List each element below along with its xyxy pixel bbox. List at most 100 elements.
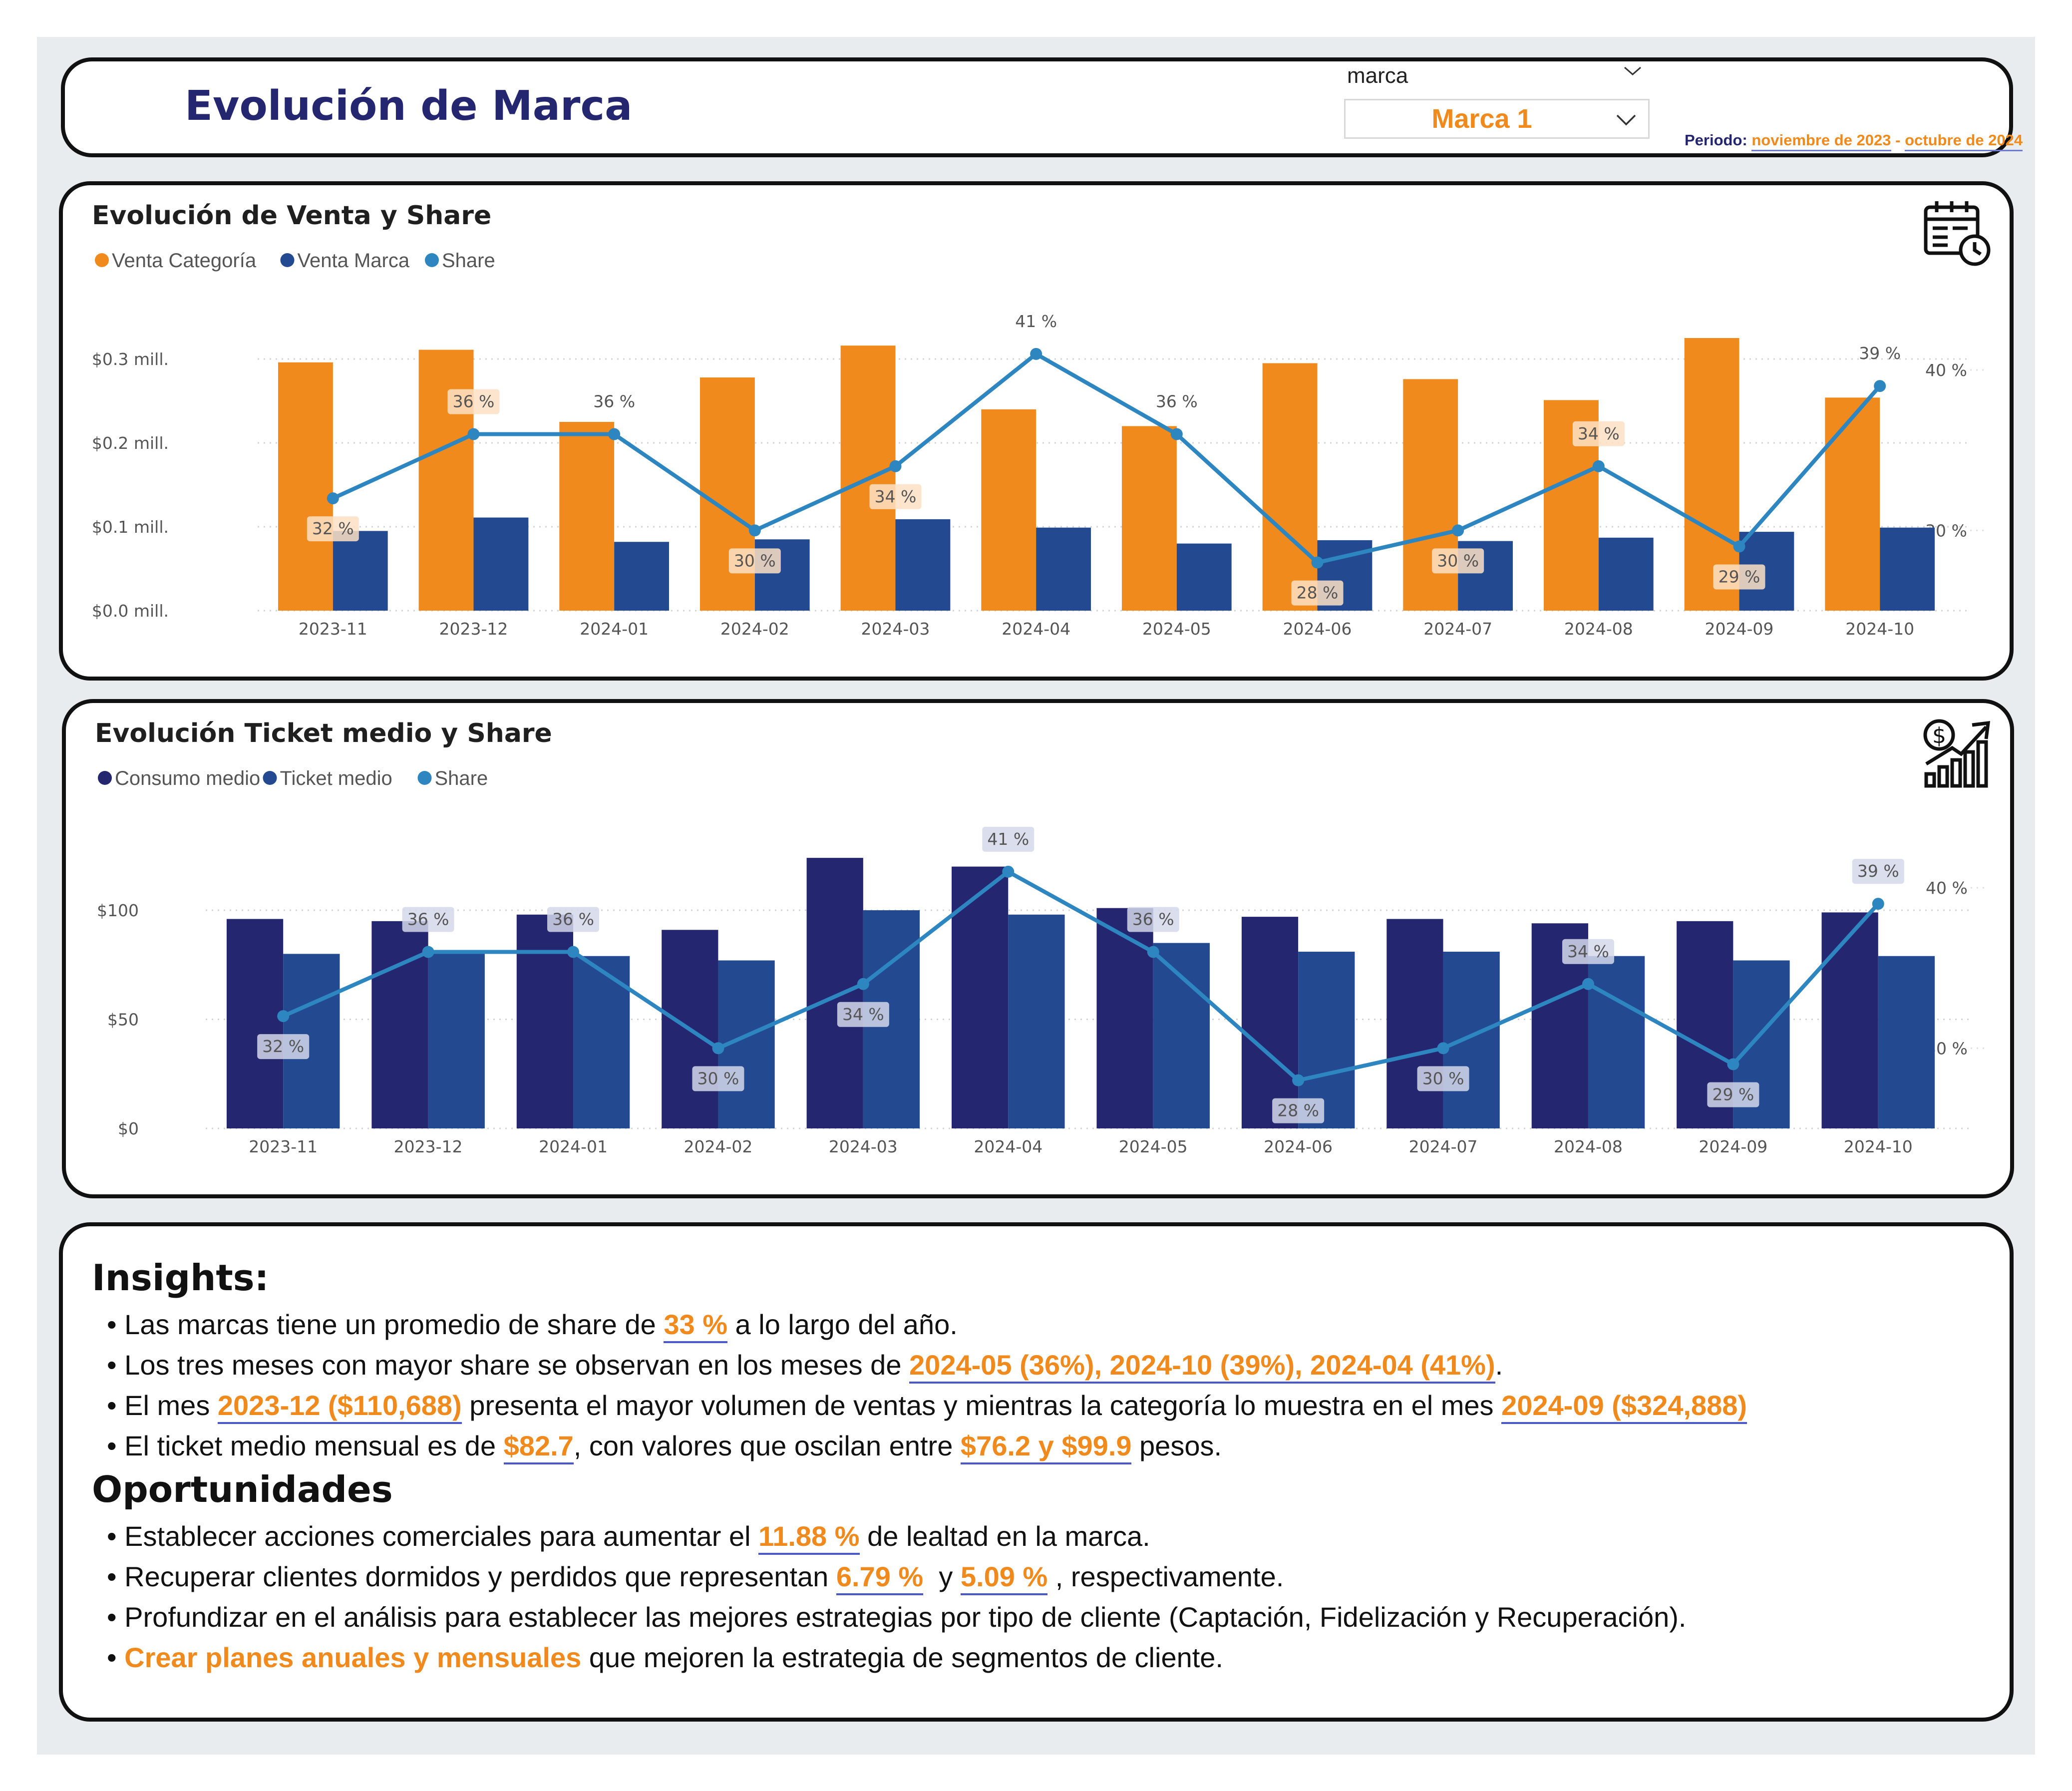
y-tick-label: $100 [97, 901, 139, 920]
share-point [1733, 540, 1745, 553]
opportunity-text: Profundizar en el análisis para establec… [124, 1601, 1687, 1633]
opportunity-text: que mejoren la estrategia de segmentos d… [581, 1642, 1223, 1673]
share-label-bg [1417, 1066, 1469, 1091]
share-data-label: 30 % [697, 1069, 739, 1088]
share-point [467, 428, 480, 440]
legend-label: Ticket medio [280, 767, 392, 789]
x-tick-label: 2024-02 [720, 619, 789, 639]
share-point [1030, 348, 1042, 360]
insight-item: • El ticket medio mensual es de $82.7, c… [107, 1426, 1990, 1466]
opportunity-highlight: 5.09 % [960, 1561, 1048, 1595]
share-label-bg [1707, 1082, 1759, 1107]
y-tick-label: $0.2 mill. [92, 433, 169, 453]
bar-venta-marca [1036, 527, 1091, 611]
bar-venta-categoría [1121, 426, 1177, 611]
ticket-share-chart: Evolución Ticket medio y Share Consumo me… [95, 718, 1991, 1156]
opportunity-text: Establecer acciones comerciales para aum… [124, 1520, 759, 1552]
bar-venta-marca [1598, 537, 1654, 611]
share-data-label: 34 % [1578, 424, 1620, 443]
insight-highlight: 2024-09 ($324,888) [1501, 1390, 1747, 1424]
share-label-bg [837, 1002, 889, 1027]
slicer-collapse-icon[interactable] [1623, 63, 1643, 78]
brand-slicer-value: Marca 1 [1431, 104, 1532, 134]
opportunity-item: • Profundizar en el análisis para establ… [107, 1601, 1687, 1633]
ticket-share-card: Evolución Ticket medio y Share Consumo me… [62, 699, 2014, 1198]
legend-label: Venta Categoría [112, 250, 257, 272]
share-line [332, 352, 1882, 565]
insight-text: El mes [124, 1390, 218, 1421]
bar-ticket-medio [1443, 952, 1500, 1128]
bar-venta-marca [614, 542, 670, 611]
bar-consumo-medio [1386, 919, 1443, 1128]
share-label-bg [257, 1034, 310, 1060]
bar-venta-marca [333, 531, 388, 611]
share-label-bg [1713, 564, 1765, 590]
bar-venta-categoría [981, 409, 1036, 611]
share-data-label: 36 % [593, 392, 635, 411]
bar-venta-categoría [1262, 363, 1318, 611]
share-data-label: 29 % [1712, 1084, 1754, 1104]
opportunity-highlight: 11.88 % [758, 1520, 860, 1555]
period-end: octubre de 2024 [1905, 131, 2023, 151]
bar-consumo-medio [1096, 908, 1153, 1128]
share-data-label: 36 % [1156, 392, 1198, 411]
legend-marker [425, 253, 439, 267]
opportunity-item: • Crear planes anuales y mensuales que m… [107, 1642, 1223, 1673]
legend-marker [263, 771, 277, 785]
insight-highlight: $76.2 y $99.9 [960, 1430, 1132, 1464]
share-label-bg [982, 826, 1035, 852]
insight-text: , con valores que oscilan entre [573, 1430, 961, 1461]
bar-consumo-medio [952, 866, 1009, 1128]
legend-label: Share [442, 250, 495, 272]
insight-highlight: 2023-12 ($110,688) [217, 1390, 462, 1424]
bar-venta-marca [895, 519, 951, 611]
sales-share-card: Evolución de Venta y Share Venta Categorí… [59, 181, 2014, 681]
bar-ticket-medio [1153, 943, 1210, 1128]
legend-marker [417, 771, 432, 785]
bar-venta-categoría [418, 350, 474, 611]
share-point [1002, 865, 1015, 878]
share-data-label: 34 % [842, 1005, 884, 1024]
svg-text:$: $ [1932, 723, 1946, 748]
y2-tick-label: 40 % [1925, 360, 1967, 380]
insights-card: Insights: • Las marcas tiene un promedio… [59, 1222, 2014, 1722]
opportunity-highlight: Crear planes anuales y mensuales [124, 1642, 582, 1673]
bar-venta-marca [473, 517, 529, 611]
period-separator: - [1891, 131, 1905, 149]
x-tick-label: 2024-10 [1845, 619, 1914, 639]
share-point [1452, 524, 1464, 537]
share-data-label: 30 % [734, 551, 776, 570]
x-tick-label: 2024-05 [1119, 1137, 1188, 1156]
share-point [277, 1010, 290, 1023]
insight-text: a lo largo del año. [727, 1309, 958, 1340]
legend-marker [98, 771, 112, 785]
header-card: Evolución de Marca marca Marca 1 Periodo… [61, 57, 2023, 157]
share-label-bg [1562, 939, 1614, 964]
bar-ticket-medio [1588, 956, 1645, 1128]
bar-ticket-medio [1878, 956, 1935, 1128]
share-point [608, 428, 621, 440]
share-label-bg [692, 1066, 744, 1091]
share-data-label: 39 % [1859, 344, 1901, 363]
period-start: noviembre de 2023 [1751, 131, 1891, 151]
share-label-bg [1852, 859, 1904, 884]
insight-highlight: $82.7 [503, 1430, 574, 1464]
share-point [1437, 1042, 1449, 1055]
x-tick-label: 2024-08 [1554, 1137, 1623, 1156]
share-point [712, 1042, 724, 1055]
share-data-label: 30 % [1437, 551, 1479, 570]
insight-highlight: 2024-05 (36%), 2024-10 (39%), 2024-04 (4… [909, 1349, 1495, 1384]
bar-venta-categoría [1825, 397, 1880, 611]
bar-consumo-medio [1821, 912, 1878, 1128]
share-data-label: 32 % [312, 519, 354, 538]
share-data-label: 41 % [1015, 312, 1057, 331]
share-label-bg [547, 907, 600, 932]
share-line [282, 869, 1880, 1082]
brand-slicer-dropdown[interactable]: Marca 1 [1344, 99, 1650, 139]
share-point [1170, 428, 1183, 440]
insight-text: Las marcas tiene un promedio de share de [124, 1309, 664, 1340]
x-tick-label: 2023-11 [299, 619, 367, 639]
bar-consumo-medio [806, 858, 863, 1128]
share-label-bg [307, 516, 359, 542]
insight-text: . [1495, 1349, 1503, 1381]
